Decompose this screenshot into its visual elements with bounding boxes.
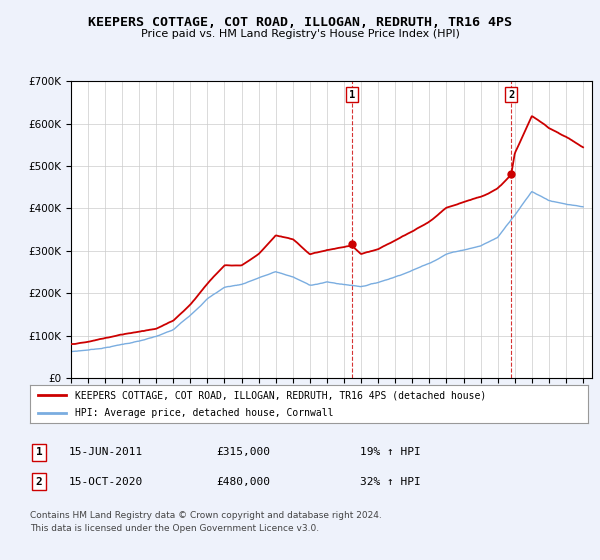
Text: KEEPERS COTTAGE, COT ROAD, ILLOGAN, REDRUTH, TR16 4PS (detached house): KEEPERS COTTAGE, COT ROAD, ILLOGAN, REDR… [74,390,486,400]
Text: 2: 2 [508,90,514,100]
Text: This data is licensed under the Open Government Licence v3.0.: This data is licensed under the Open Gov… [30,524,319,533]
Text: KEEPERS COTTAGE, COT ROAD, ILLOGAN, REDRUTH, TR16 4PS: KEEPERS COTTAGE, COT ROAD, ILLOGAN, REDR… [88,16,512,29]
Text: HPI: Average price, detached house, Cornwall: HPI: Average price, detached house, Corn… [74,408,333,418]
Text: 32% ↑ HPI: 32% ↑ HPI [360,477,421,487]
Text: £315,000: £315,000 [216,447,270,458]
Text: £480,000: £480,000 [216,477,270,487]
Text: Contains HM Land Registry data © Crown copyright and database right 2024.: Contains HM Land Registry data © Crown c… [30,511,382,520]
Text: 2: 2 [35,477,43,487]
Text: 1: 1 [349,90,355,100]
Text: 15-JUN-2011: 15-JUN-2011 [69,447,143,458]
Text: 19% ↑ HPI: 19% ↑ HPI [360,447,421,458]
Text: Price paid vs. HM Land Registry's House Price Index (HPI): Price paid vs. HM Land Registry's House … [140,29,460,39]
Text: 15-OCT-2020: 15-OCT-2020 [69,477,143,487]
Text: 1: 1 [35,447,43,458]
